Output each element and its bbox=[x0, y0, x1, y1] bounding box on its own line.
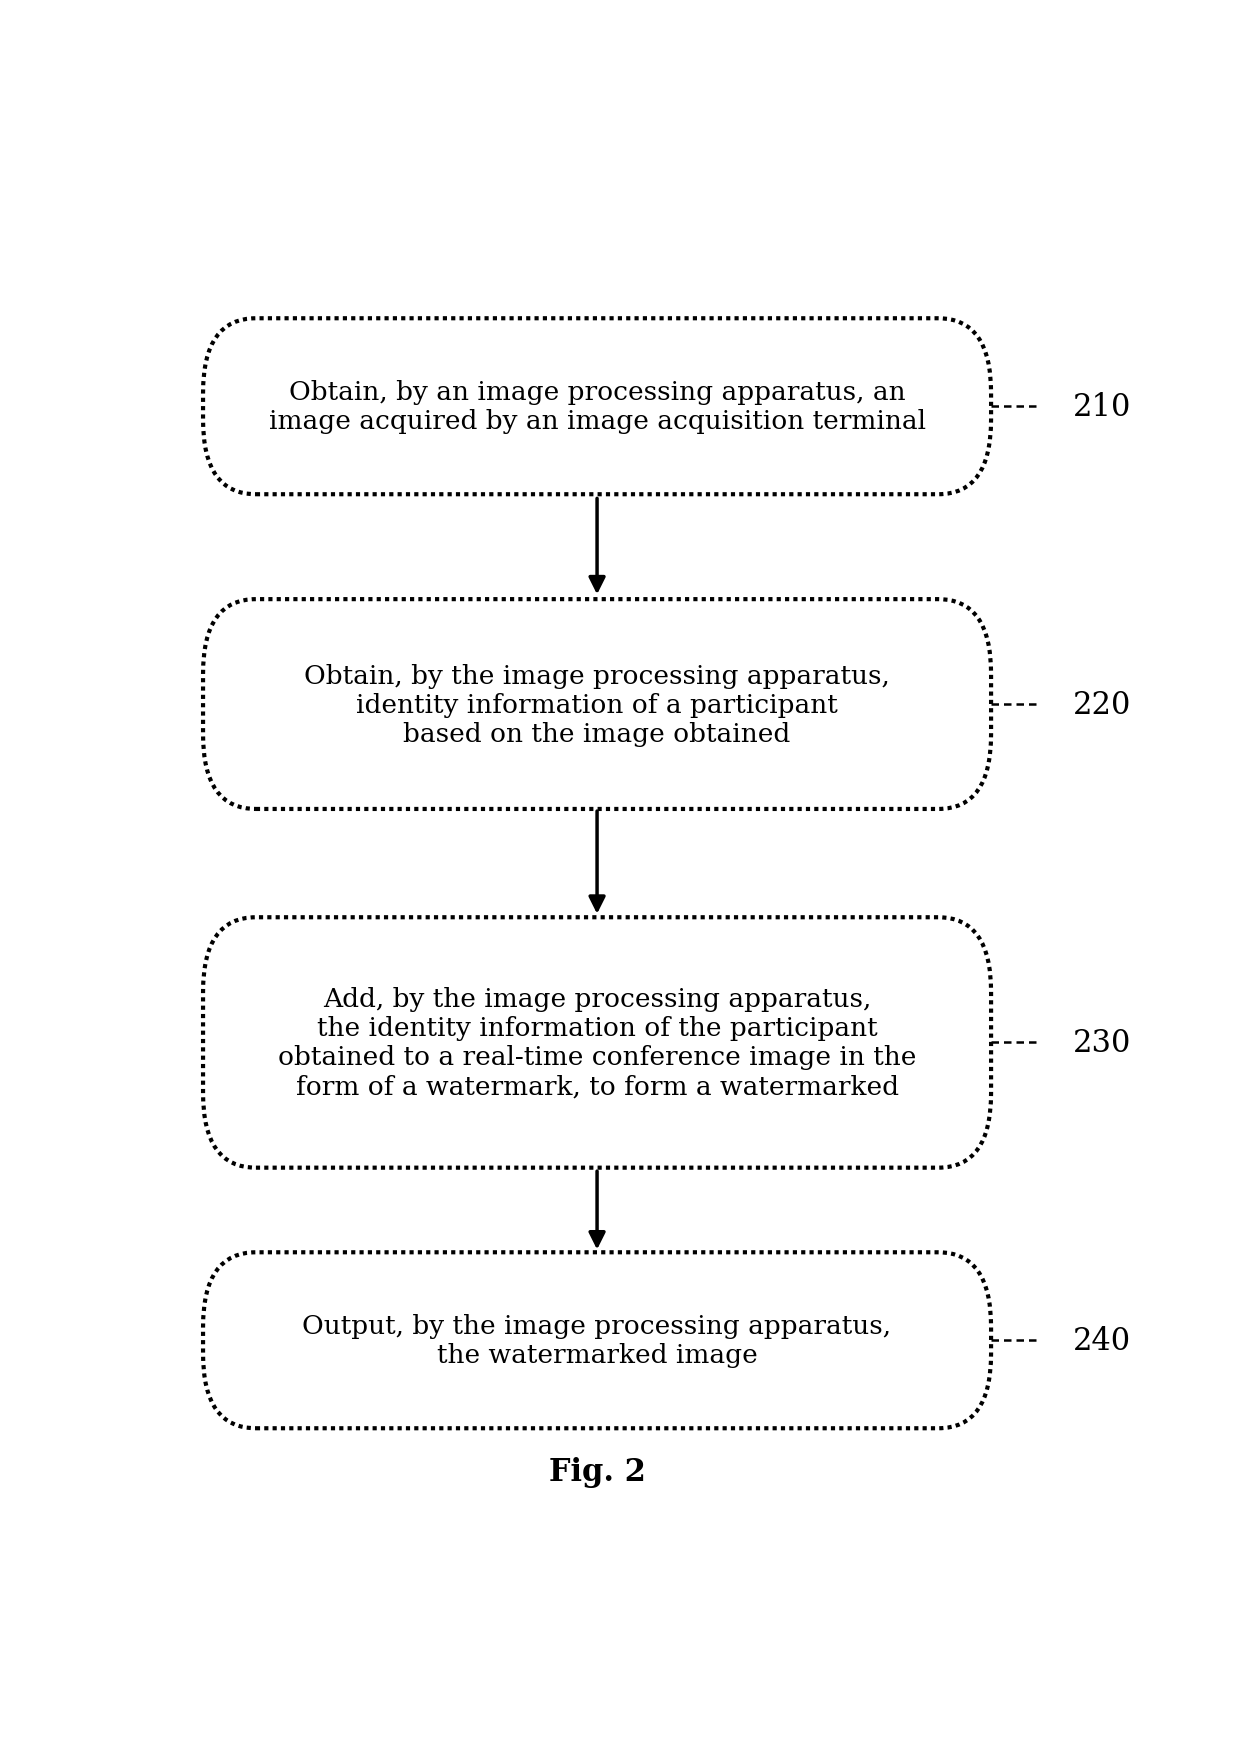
Text: 240: 240 bbox=[1073, 1325, 1131, 1356]
FancyBboxPatch shape bbox=[203, 1253, 991, 1428]
Text: Fig. 2: Fig. 2 bbox=[548, 1457, 646, 1486]
FancyBboxPatch shape bbox=[203, 599, 991, 810]
Text: Obtain, by the image processing apparatus,
identity information of a participant: Obtain, by the image processing apparatu… bbox=[304, 662, 890, 747]
Text: 230: 230 bbox=[1073, 1028, 1131, 1058]
Text: 210: 210 bbox=[1073, 392, 1131, 422]
FancyBboxPatch shape bbox=[203, 320, 991, 495]
Text: Add, by the image processing apparatus,
the identity information of the particip: Add, by the image processing apparatus, … bbox=[278, 987, 916, 1098]
Text: Output, by the image processing apparatus,
the watermarked image: Output, by the image processing apparatu… bbox=[303, 1314, 892, 1367]
Text: Obtain, by an image processing apparatus, an
image acquired by an image acquisit: Obtain, by an image processing apparatus… bbox=[269, 380, 925, 434]
Text: 220: 220 bbox=[1073, 689, 1131, 720]
FancyBboxPatch shape bbox=[203, 917, 991, 1168]
